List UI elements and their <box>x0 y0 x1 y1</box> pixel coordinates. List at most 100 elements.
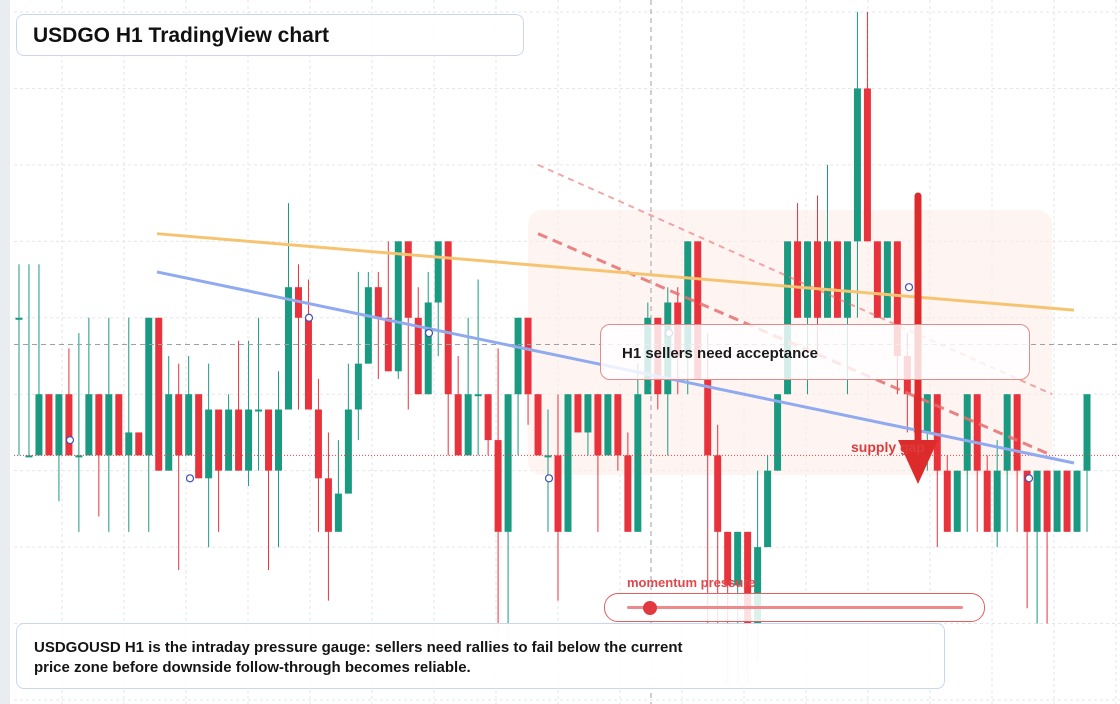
candle-down <box>794 241 802 318</box>
candle-up <box>1083 394 1091 471</box>
candle-up <box>774 394 782 471</box>
candle-down <box>384 317 392 372</box>
candle-down <box>195 394 203 479</box>
candle-up <box>35 394 43 456</box>
candle-up <box>544 455 552 458</box>
momentum-knob[interactable] <box>643 601 657 615</box>
candle-up <box>275 409 283 471</box>
candle-down <box>624 455 632 532</box>
candle-up <box>55 394 63 456</box>
candle-up <box>953 470 961 532</box>
candle-down <box>404 241 412 318</box>
candle-down <box>95 394 103 456</box>
chart-title: USDGO H1 TradingView chart <box>33 24 330 47</box>
candle-up <box>564 394 572 532</box>
summary-panel: USDGOUSD H1 is the intraday pressure gau… <box>16 623 945 689</box>
candle-up <box>1033 470 1041 532</box>
candle-down <box>594 394 602 456</box>
candle-down <box>265 409 273 471</box>
candle-up <box>354 363 362 410</box>
candle-up <box>923 394 931 433</box>
candle-up <box>25 455 33 458</box>
candle-down <box>694 241 702 379</box>
candle-up <box>185 394 193 456</box>
candle-up <box>604 394 612 456</box>
candle-down <box>554 455 562 532</box>
resistance-line-upper <box>537 163 1053 396</box>
candle-up <box>1003 394 1011 471</box>
candle-down <box>414 317 422 395</box>
candle-down <box>484 394 492 441</box>
candle-up <box>883 241 891 318</box>
candle-down <box>175 394 183 456</box>
candle-up <box>284 287 292 410</box>
trend-marker <box>904 283 914 292</box>
candle-up <box>165 394 173 471</box>
candle-down <box>1043 470 1051 532</box>
candle-down <box>215 409 223 471</box>
candle-down <box>65 394 73 456</box>
candle-up <box>993 470 1001 532</box>
candle-up <box>105 394 113 456</box>
candle-down <box>1063 470 1071 532</box>
candle-up <box>424 302 432 395</box>
candle-up <box>75 455 83 458</box>
trend-marker <box>185 474 195 483</box>
candle-up <box>754 547 762 624</box>
candle-up <box>85 394 93 456</box>
candle-down <box>724 531 732 586</box>
candle-down <box>814 241 822 318</box>
candle-down <box>714 455 722 532</box>
candle-up <box>784 241 792 395</box>
candle-down <box>524 317 532 395</box>
downside-arrow-head <box>898 440 938 484</box>
candle-down <box>744 531 752 624</box>
candle-down <box>873 241 881 318</box>
candle-down <box>933 394 941 471</box>
candle-up <box>434 241 442 303</box>
supply-gap-label: supply gap <box>851 439 925 455</box>
candle-up <box>504 394 512 532</box>
candle-up <box>1053 470 1061 532</box>
candle-down <box>45 394 53 456</box>
candle-down <box>973 394 981 471</box>
momentum-pressure-gauge <box>604 593 985 622</box>
trend-marker <box>65 435 75 445</box>
candle-down <box>235 409 243 471</box>
candle-down <box>374 287 382 318</box>
candle-down <box>614 394 622 456</box>
momentum-pressure-label: momentum pressure <box>627 575 756 590</box>
candle-up <box>764 470 772 548</box>
chart-title-box: USDGO H1 TradingView chart <box>16 14 524 56</box>
candle-down <box>943 470 951 532</box>
candle-up <box>205 409 213 479</box>
candle-down <box>115 394 123 456</box>
candle-down <box>983 470 991 532</box>
candle-up <box>823 241 831 318</box>
candle-down <box>863 88 871 242</box>
candle-down <box>454 394 462 456</box>
candle-down <box>893 241 901 356</box>
candle-up <box>804 241 812 318</box>
summary-text: USDGOUSD H1 is the intraday pressure gau… <box>34 639 683 676</box>
candle-down <box>494 440 502 532</box>
candle-up <box>843 241 851 318</box>
trend-marker <box>424 328 434 338</box>
acceptance-annotation: H1 sellers need acceptance <box>600 324 1030 380</box>
candle-up <box>464 394 472 456</box>
candle-up <box>364 287 372 364</box>
candle-up <box>15 317 23 320</box>
candle-up <box>344 409 352 494</box>
candle-up <box>514 317 522 395</box>
candle-down <box>1013 394 1021 471</box>
candle-up <box>334 493 342 532</box>
candle-up <box>584 394 592 433</box>
candle-down <box>833 241 841 318</box>
candle-down <box>1023 470 1031 532</box>
trend-marker <box>1024 474 1034 483</box>
candle-up <box>963 394 971 471</box>
trend-marker <box>544 474 554 483</box>
left-axis-strip <box>0 0 10 704</box>
candle-up <box>225 409 233 471</box>
candle-up <box>145 317 153 456</box>
